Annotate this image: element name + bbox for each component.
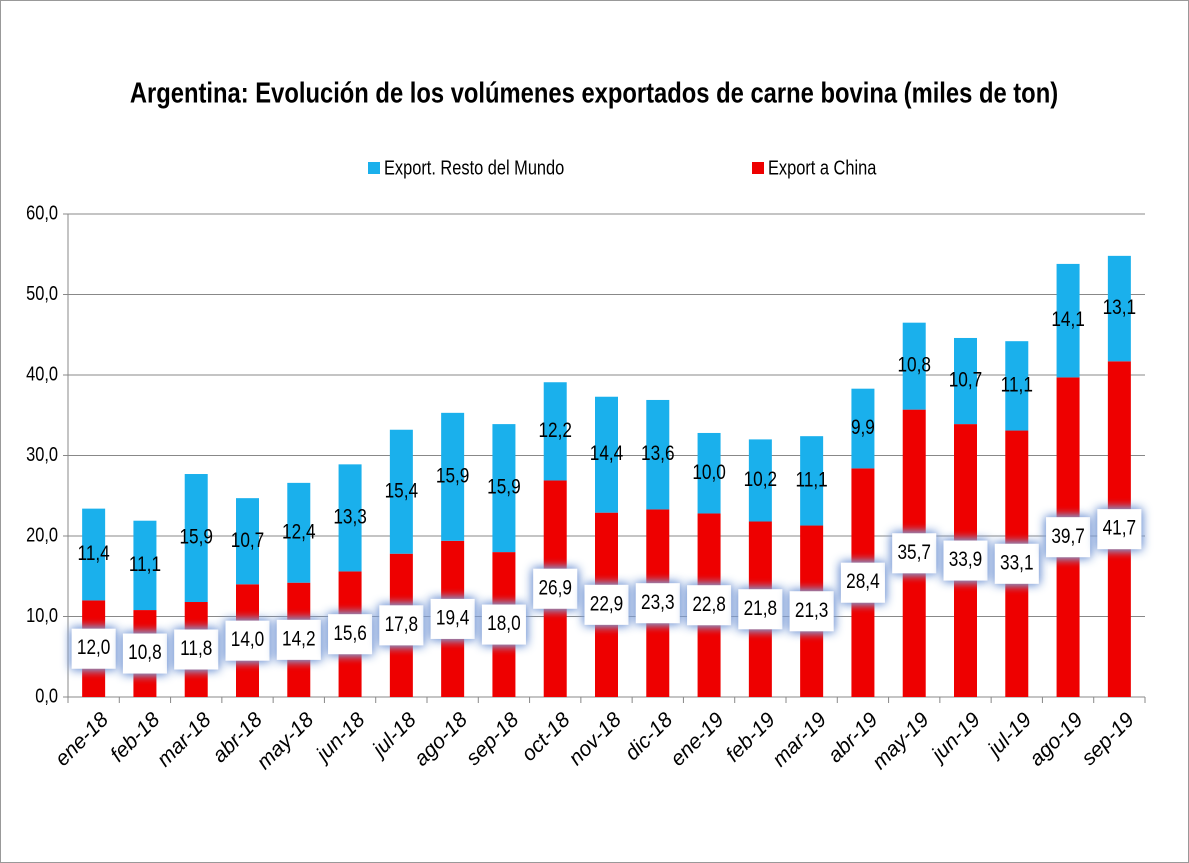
y-tick-label: 30,0 [26, 442, 58, 465]
value-label: 11,4 [78, 543, 111, 566]
value-label-box [122, 633, 167, 674]
value-label: 28,4 [846, 571, 880, 594]
value-label: 11,8 [180, 638, 212, 661]
value-label-box [892, 533, 937, 574]
value-label: 22,9 [590, 593, 624, 616]
value-label: 11,1 [1001, 374, 1033, 397]
value-label: 15,9 [436, 465, 470, 488]
value-label: 10,8 [128, 642, 162, 665]
value-label-box [1046, 517, 1091, 558]
value-label-box [840, 562, 885, 603]
y-tick-label: 40,0 [26, 362, 58, 385]
value-label: 10,7 [231, 529, 265, 552]
value-label: 23,3 [641, 591, 675, 614]
value-label-box [174, 629, 219, 670]
bar-segment [133, 520, 157, 611]
bar-segment [646, 399, 670, 510]
value-label: 11,1 [129, 553, 161, 576]
value-label: 10,0 [692, 461, 726, 484]
bar-segment [441, 412, 465, 541]
value-label-box [379, 605, 424, 646]
y-tick-label: 0,0 [35, 684, 58, 707]
value-label: 33,9 [949, 549, 983, 572]
bar-segment [748, 439, 772, 522]
value-label-box [328, 614, 373, 655]
value-label: 21,3 [795, 599, 829, 622]
value-label: 15,9 [179, 526, 213, 549]
bar-segment [492, 424, 516, 553]
value-label: 14,0 [231, 629, 265, 652]
value-label-box [584, 584, 629, 625]
value-label: 12,4 [282, 521, 316, 544]
value-label: 14,2 [282, 628, 316, 651]
bar-segment [851, 388, 875, 469]
chart-title: Argentina: Evolución de los volúmenes ex… [130, 76, 1058, 109]
value-label: 19,4 [436, 607, 470, 630]
bar-segment [389, 429, 413, 554]
value-label: 26,9 [538, 577, 572, 600]
value-label: 22,8 [692, 593, 726, 616]
value-label-box [687, 585, 732, 626]
value-label-box [533, 568, 578, 609]
value-label-box [635, 583, 680, 624]
value-label: 17,8 [385, 613, 419, 636]
value-label: 39,7 [1051, 525, 1085, 548]
bar-segment [82, 508, 106, 601]
legend-label: Export a China [768, 156, 877, 179]
legend-label: Export. Resto del Mundo [384, 156, 564, 179]
value-label: 13,6 [641, 443, 675, 466]
bar-segment [287, 482, 311, 583]
bar-segment [954, 337, 977, 425]
value-label: 10,2 [744, 469, 778, 492]
bar-segment [1056, 263, 1080, 378]
y-tick-label: 10,0 [26, 603, 58, 626]
value-label: 13,3 [333, 506, 367, 529]
y-tick-label: 50,0 [26, 281, 58, 304]
value-label-box [789, 591, 834, 632]
value-label: 10,8 [897, 354, 931, 377]
y-tick-label: 20,0 [26, 523, 58, 546]
value-label: 13,1 [1103, 297, 1137, 320]
bar-segment [543, 382, 567, 481]
value-label-box [943, 540, 988, 581]
y-tick-label: 60,0 [26, 201, 58, 224]
bar-segment [902, 322, 926, 410]
value-label-box [225, 620, 270, 661]
value-label: 33,1 [1000, 552, 1034, 575]
value-label-box [738, 589, 783, 630]
bar-segment [338, 464, 362, 572]
value-label: 11,1 [796, 469, 828, 492]
value-label: 21,8 [744, 597, 778, 620]
value-label-box [430, 598, 475, 639]
value-label: 15,4 [385, 480, 419, 503]
bar-segment [697, 432, 721, 514]
value-label: 14,1 [1051, 309, 1085, 332]
legend-swatch [368, 162, 380, 174]
value-label: 12,2 [538, 419, 572, 442]
value-label: 12,0 [77, 637, 111, 660]
legend-swatch [752, 162, 764, 174]
value-label-box [994, 543, 1039, 584]
value-label: 10,7 [949, 369, 983, 392]
bar-segment [1107, 255, 1131, 362]
value-label: 18,0 [487, 613, 521, 636]
bar-segment [1005, 341, 1029, 431]
value-label-box [276, 619, 321, 660]
value-label-box [481, 604, 526, 645]
value-label: 15,9 [487, 476, 521, 499]
bar-segment [800, 436, 824, 526]
value-label-box [1097, 509, 1142, 550]
value-label: 41,7 [1103, 517, 1137, 540]
bar-segment [184, 474, 208, 603]
value-label: 35,7 [897, 541, 931, 564]
value-label-box [71, 628, 116, 669]
value-label: 15,6 [333, 622, 367, 645]
value-label: 9,9 [851, 417, 875, 440]
bar-segment [236, 498, 259, 585]
bar-segment [595, 396, 618, 513]
value-label: 14,4 [590, 443, 624, 466]
